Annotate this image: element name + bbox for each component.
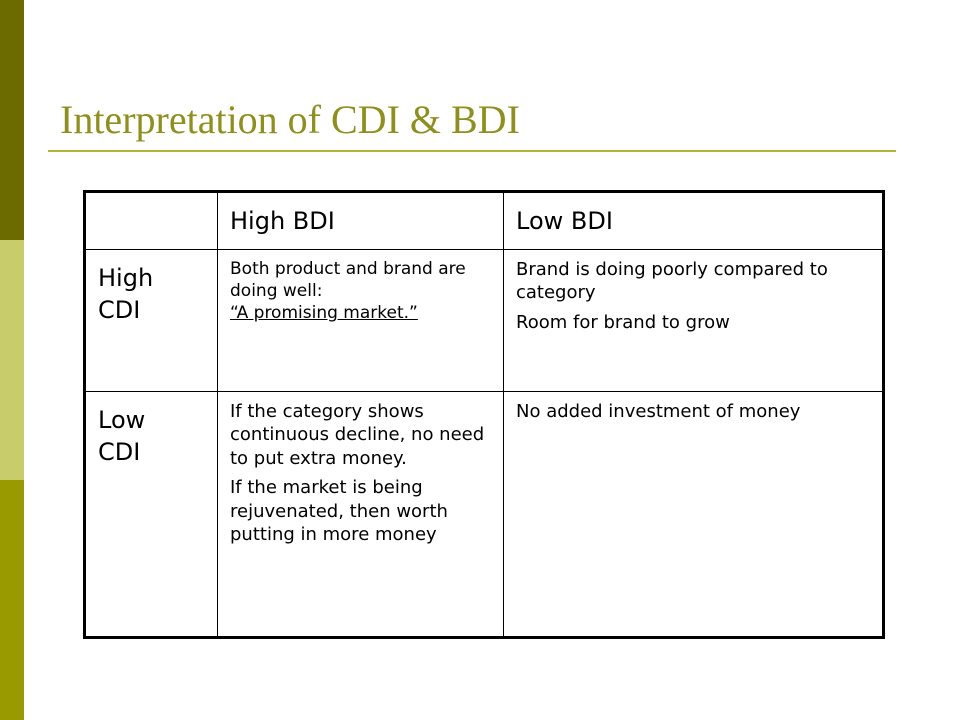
row-header-line: Low (98, 406, 146, 434)
cdi-bdi-table: High BDI Low BDI High CDI Both product a… (83, 190, 885, 639)
row-header-low-cdi: Low CDI (84, 391, 218, 638)
cell-text: Both product and brand are doing well: (230, 259, 466, 302)
title-underline (48, 150, 896, 152)
cell-paragraph: Room for brand to grow (516, 311, 730, 333)
table-row-high-cdi: High CDI Both product and brand are doin… (84, 249, 884, 392)
column-header-high-bdi: High BDI (217, 191, 504, 250)
cell-high-cdi-low-bdi: Brand is doing poorly compared to catego… (503, 249, 884, 392)
row-header-line: CDI (98, 296, 141, 325)
cell-quote: “A promising market.” (230, 303, 418, 324)
corner-cell (84, 191, 218, 250)
cell-paragraph: If the category shows continuous decline… (230, 401, 485, 469)
table-header-row: High BDI Low BDI (84, 191, 884, 250)
column-header-low-bdi: Low BDI (503, 191, 884, 250)
cell-low-cdi-high-bdi: If the category shows continuous decline… (217, 391, 504, 638)
row-header-line: CDI (98, 438, 141, 467)
sidebar-stripe-middle (0, 240, 24, 480)
cell-paragraph: No added investment of money (516, 401, 801, 422)
cell-low-cdi-low-bdi: No added investment of money (503, 391, 884, 638)
cell-paragraph: Brand is doing poorly compared to catego… (516, 259, 828, 304)
slide-title: Interpretation of CDI & BDI (60, 97, 520, 142)
sidebar-stripe-bottom (0, 480, 24, 720)
cell-paragraph: If the market is being rejuvenated, then… (230, 477, 448, 545)
cell-high-cdi-high-bdi: Both product and brand are doing well: “… (217, 249, 504, 392)
row-header-line: High (98, 264, 154, 292)
table-row-low-cdi: Low CDI If the category shows continuous… (84, 391, 884, 638)
row-header-high-cdi: High CDI (84, 249, 218, 392)
sidebar-stripe-top (0, 0, 24, 240)
